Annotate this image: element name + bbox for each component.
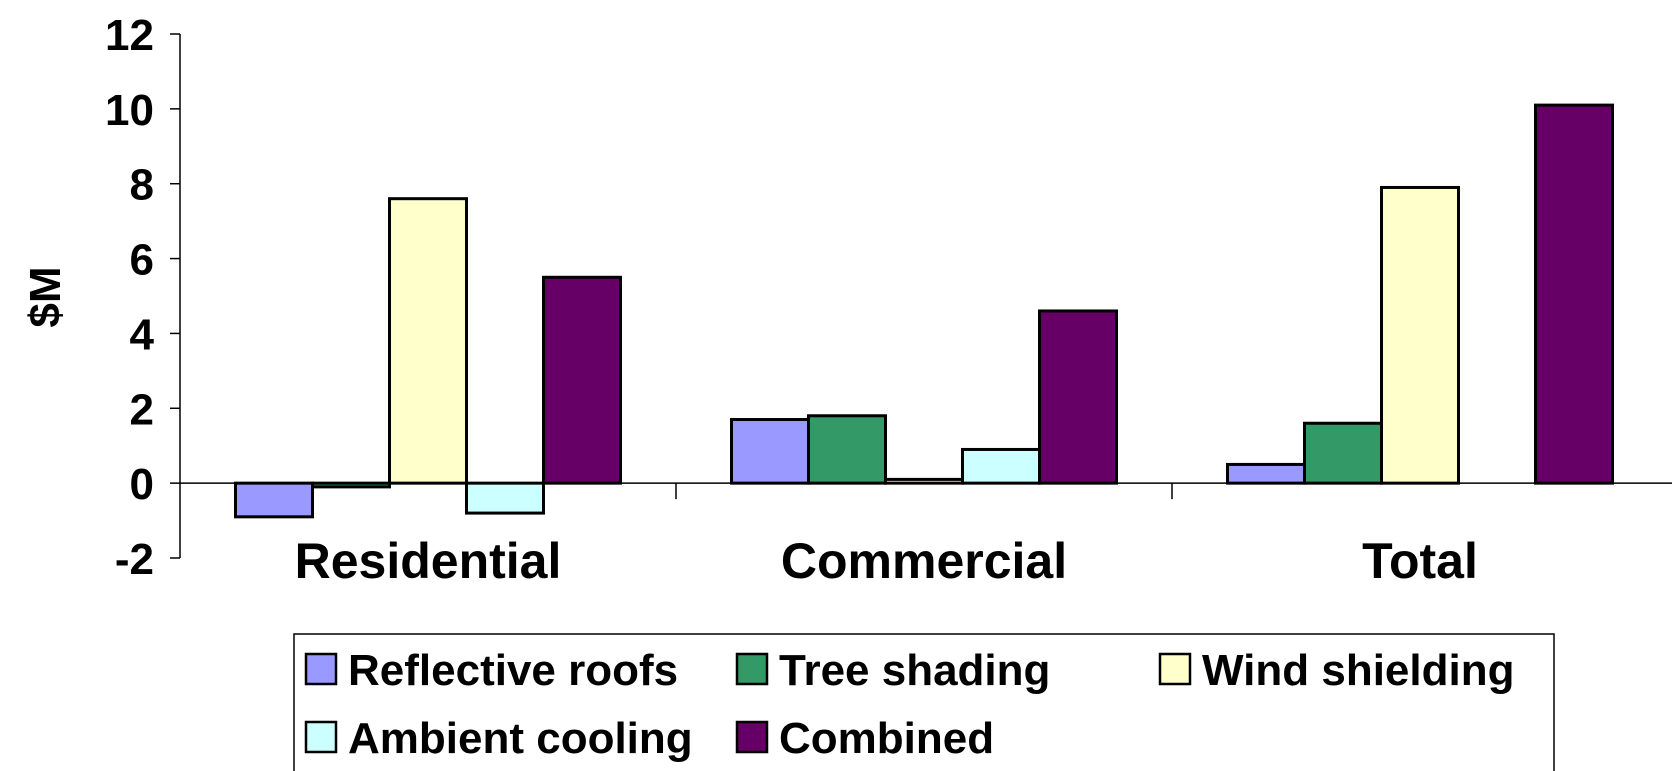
y-tick-label: 6: [130, 236, 154, 285]
category-label: Commercial: [781, 533, 1067, 589]
y-tick-label: 8: [130, 161, 154, 210]
y-tick-label: -2: [115, 535, 154, 584]
legend-label: Ambient cooling: [348, 714, 693, 763]
legend-label: Combined: [779, 714, 994, 763]
legend-label: Reflective roofs: [348, 646, 678, 695]
legend-swatch: [735, 720, 769, 754]
y-tick-label: 2: [130, 385, 154, 434]
bar-reflective-roofs-commercial: [730, 418, 810, 485]
bar-reflective-roofs-residential: [234, 481, 314, 519]
bar-combined-commercial: [1038, 309, 1118, 485]
legend-swatch: [735, 652, 769, 686]
y-tick-label: 12: [105, 11, 154, 60]
bar-ambient-cooling-commercial: [961, 447, 1041, 485]
category-label: Residential: [295, 533, 562, 589]
y-tick-label: 10: [105, 86, 154, 135]
bar-wind-shielding-residential: [388, 197, 468, 485]
y-tick-label: 4: [130, 310, 155, 359]
bar-combined-total: [1534, 103, 1614, 485]
bar-tree-shading-total: [1303, 421, 1383, 485]
legend: Reflective roofs Tree shading Wind shieldi…: [293, 633, 1555, 771]
bar-ambient-cooling-residential: [465, 481, 545, 515]
category-label: Total: [1362, 533, 1478, 589]
bar-reflective-roofs-total: [1226, 462, 1306, 485]
legend-swatch: [304, 720, 338, 754]
legend-box: [293, 633, 1555, 771]
legend-label: Tree shading: [779, 646, 1050, 695]
legend-label: Wind shielding: [1202, 646, 1514, 695]
legend-swatch: [304, 652, 338, 686]
y-axis: -2 0 2 4 6 8 10 12: [105, 11, 181, 584]
legend-swatch: [1158, 652, 1192, 686]
x-axis: Residential Commercial Total: [180, 482, 1672, 589]
y-axis-label: $M: [21, 266, 70, 327]
bar-tree-shading-commercial: [807, 414, 887, 485]
bar-wind-shielding-total: [1380, 185, 1460, 485]
bar-combined-residential: [542, 275, 622, 485]
y-tick-label: 0: [130, 460, 154, 509]
bars: [234, 103, 1614, 519]
